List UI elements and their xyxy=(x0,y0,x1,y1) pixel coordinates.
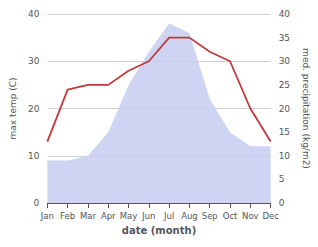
svg-text:Dec: Dec xyxy=(262,211,279,221)
svg-text:40: 40 xyxy=(28,9,40,19)
svg-text:med. precipitation (kg/m2): med. precipitation (kg/m2) xyxy=(301,48,311,169)
svg-text:25: 25 xyxy=(279,80,290,90)
svg-text:10: 10 xyxy=(279,151,291,161)
svg-text:Nov: Nov xyxy=(242,211,259,221)
svg-text:35: 35 xyxy=(279,33,290,43)
svg-text:Aug: Aug xyxy=(181,211,198,221)
svg-text:Feb: Feb xyxy=(60,211,75,221)
svg-text:15: 15 xyxy=(279,127,290,137)
svg-text:20: 20 xyxy=(28,104,40,114)
svg-text:30: 30 xyxy=(279,56,291,66)
svg-text:Mar: Mar xyxy=(80,211,97,221)
svg-text:10: 10 xyxy=(28,151,40,161)
svg-text:0: 0 xyxy=(279,198,285,208)
svg-text:max temp (C): max temp (C) xyxy=(8,77,18,139)
svg-text:May: May xyxy=(120,211,138,221)
svg-text:0: 0 xyxy=(34,198,40,208)
svg-text:Apr: Apr xyxy=(101,211,116,221)
svg-text:Jan: Jan xyxy=(40,211,54,221)
svg-text:Jul: Jul xyxy=(163,211,174,221)
svg-text:Jun: Jun xyxy=(141,211,155,221)
svg-text:5: 5 xyxy=(279,174,285,184)
svg-text:20: 20 xyxy=(279,104,291,114)
svg-text:30: 30 xyxy=(28,56,40,66)
svg-text:date (month): date (month) xyxy=(122,225,196,236)
svg-text:Sep: Sep xyxy=(202,211,218,221)
svg-text:Oct: Oct xyxy=(223,211,238,221)
svg-text:40: 40 xyxy=(279,9,291,19)
